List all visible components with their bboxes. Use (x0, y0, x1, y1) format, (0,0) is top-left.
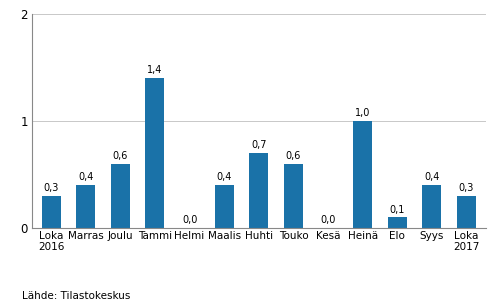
Text: 0,6: 0,6 (112, 151, 128, 161)
Text: 0,4: 0,4 (424, 172, 440, 182)
Bar (76, 185, 95, 228)
Text: 1,0: 1,0 (355, 108, 370, 118)
Text: 0,0: 0,0 (182, 215, 197, 225)
Bar (388, 217, 407, 228)
Text: 0,3: 0,3 (43, 183, 59, 193)
Bar (145, 78, 165, 228)
Bar (249, 153, 268, 228)
Text: 0,4: 0,4 (78, 172, 93, 182)
Bar (284, 164, 303, 228)
Text: 0,3: 0,3 (459, 183, 474, 193)
Text: 0,6: 0,6 (286, 151, 301, 161)
Bar (41, 196, 61, 228)
Bar (457, 196, 476, 228)
Text: 0,0: 0,0 (320, 215, 336, 225)
Text: Lähde: Tilastokeskus: Lähde: Tilastokeskus (22, 291, 131, 301)
Text: 0,4: 0,4 (216, 172, 232, 182)
Text: 0,7: 0,7 (251, 140, 267, 150)
Bar (111, 164, 130, 228)
Text: 0,1: 0,1 (389, 205, 405, 215)
Text: 1,4: 1,4 (147, 65, 163, 75)
Bar (353, 121, 372, 228)
Bar (214, 185, 234, 228)
Bar (423, 185, 441, 228)
